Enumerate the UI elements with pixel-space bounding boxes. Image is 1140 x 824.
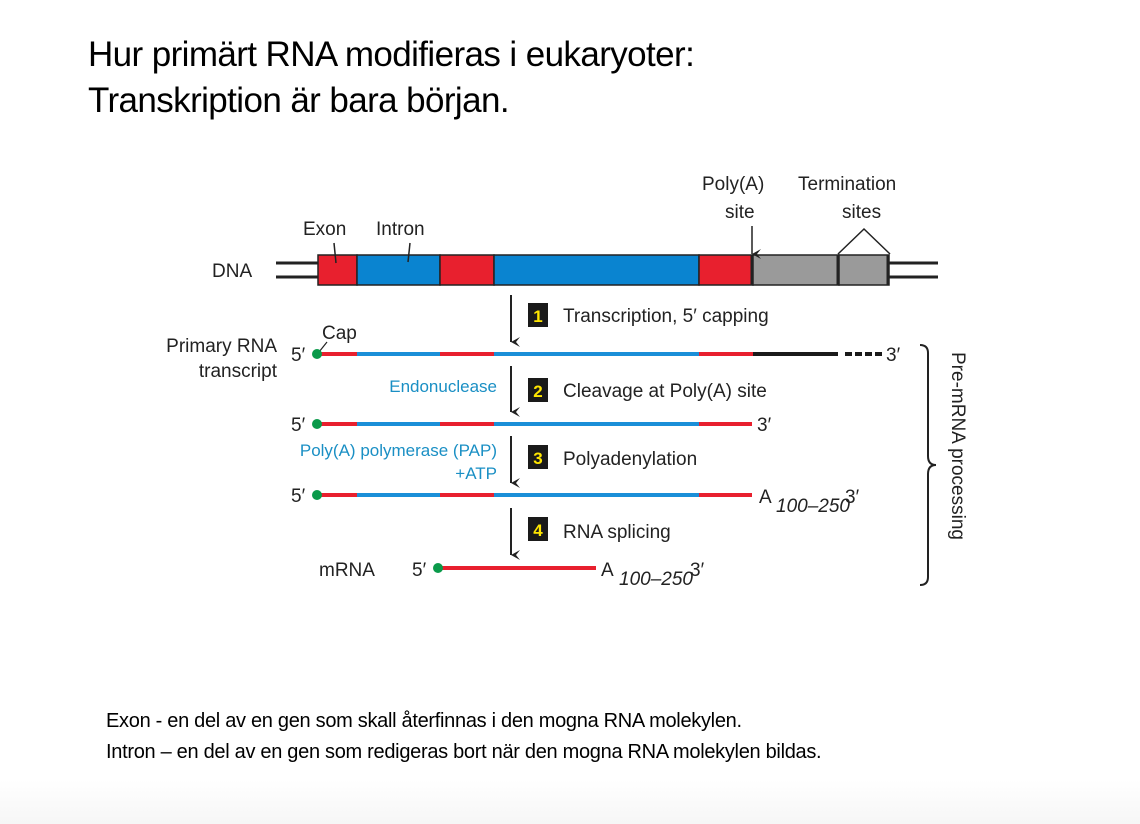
termination-label-1: Termination [798,174,896,195]
dna-label: DNA [212,261,252,282]
three-prime-label: 3′ [690,560,705,581]
exon-definition: Exon - en del av en gen som skall återfi… [106,710,742,732]
poly-a-range: 100–250 [776,496,850,517]
poly-a-label: A [601,560,614,581]
dna-exon-3 [698,254,754,286]
atp-label: +ATP [455,464,497,483]
poly-a-label: A [759,487,772,508]
five-prime-label: 5′ [291,486,306,507]
cap-label: Cap [322,323,357,344]
polya-site-label-1: Poly(A) [702,174,764,195]
cap-dot [433,563,443,573]
dna-exon-1 [317,254,358,286]
three-prime-label: 3′ [886,345,901,366]
cap-dot [312,349,322,359]
endonuclease-label: Endonuclease [389,377,497,396]
primary-rna-label-1: Primary RNA [166,336,277,357]
exon-label: Exon [303,219,346,240]
step-1: 1 Transcription, 5′ capping [528,303,769,327]
step-number: 4 [533,521,543,540]
pap-label: Poly(A) polymerase (PAP) [300,441,497,460]
three-prime-label: 3′ [845,487,860,508]
intron-label: Intron [376,219,425,240]
step-label: Polyadenylation [563,449,697,470]
cap-dot [312,419,322,429]
five-prime-label: 5′ [291,415,306,436]
dna-intron-1 [356,254,441,286]
step-number: 1 [533,307,542,326]
three-prime-label: 3′ [757,415,772,436]
step-number: 3 [533,449,542,468]
intron-definition: Intron – en del av en gen som redigeras … [106,741,822,763]
title-line-1: Hur primärt RNA modifieras i eukaryoter: [88,35,695,74]
step-number: 2 [533,382,542,401]
step-label: Cleavage at Poly(A) site [563,381,767,402]
dna-downstream-1 [752,254,840,286]
five-prime-label: 5′ [412,560,427,581]
termination-label-2: sites [842,202,881,223]
dna-strands [276,261,938,279]
cap-dot [312,490,322,500]
poly-a-range: 100–250 [619,569,693,590]
step-2: 2 Cleavage at Poly(A) site [528,378,767,402]
primary-rna-label-2: transcript [199,361,278,382]
exon-pointer [333,242,337,264]
slide-title: Hur primärt RNA modifieras i eukaryoter:… [88,32,695,124]
intron-pointer [407,242,411,263]
termination-sites-caret [837,227,891,255]
dna-intron-2 [493,254,700,286]
dna-downstream-2 [838,254,890,286]
step-3: 3 Polyadenylation [528,445,697,470]
pre-mrna-processing-label: Pre-mRNA processing [947,352,968,540]
title-line-2: Transkription är bara början. [88,81,510,120]
polya-site-label-2: site [725,202,755,223]
pre-mrna-bracket [919,344,937,586]
dna-exon-2 [439,254,495,286]
dna-gene-box [317,254,890,286]
step-label: RNA splicing [563,522,671,543]
step-label: Transcription, 5′ capping [563,306,769,327]
definitions: Exon - en del av en gen som skall återfi… [106,706,822,768]
five-prime-label: 5′ [291,345,306,366]
step-4: 4 RNA splicing [528,517,671,543]
mrna-label: mRNA [319,560,375,581]
